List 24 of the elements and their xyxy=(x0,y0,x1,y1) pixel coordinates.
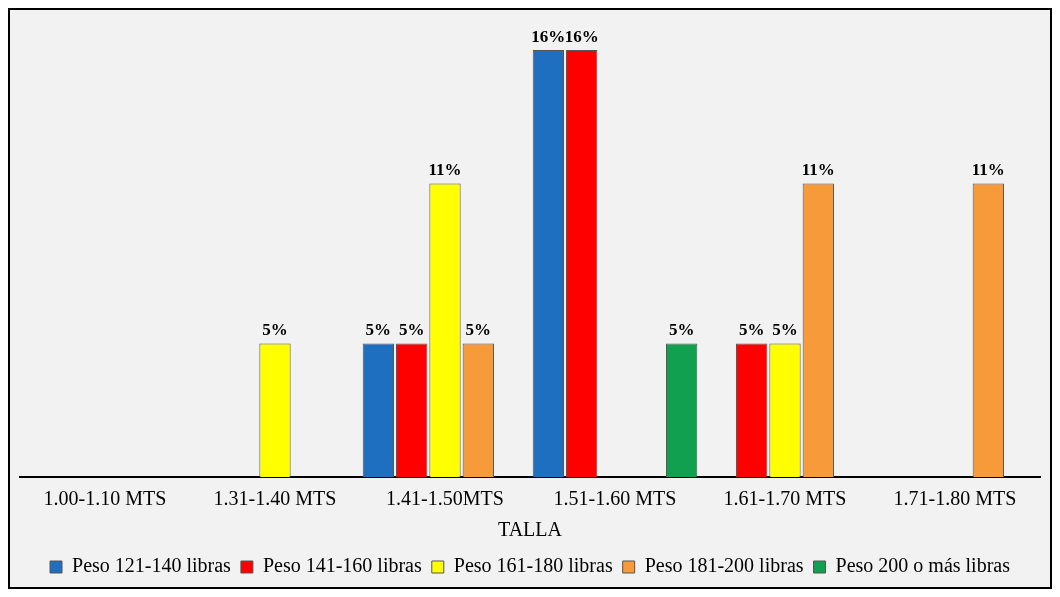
x-tick-label: 1.51-1.60 MTS xyxy=(553,487,677,510)
x-tick-label: 1.41-1.50MTS xyxy=(386,487,504,510)
data-label: 16% xyxy=(564,26,599,46)
data-label: 5% xyxy=(398,320,425,340)
data-label: 11% xyxy=(801,160,835,180)
data-label: 5% xyxy=(738,320,765,340)
x-tick-label: 1.61-1.70 MTS xyxy=(723,487,847,510)
data-label: 11% xyxy=(428,160,462,180)
data-label: 5% xyxy=(668,320,695,340)
legend-label: Peso 141-160 libras xyxy=(262,554,422,577)
legend-label: Peso 121-140 libras xyxy=(72,554,232,577)
legend-label: Peso 200 o más libras xyxy=(835,554,1011,577)
x-axis-title: TALLA xyxy=(498,518,563,541)
data-label: 16% xyxy=(531,26,566,46)
data-label: 5% xyxy=(772,320,798,340)
legend-label: Peso 181-200 libras xyxy=(644,554,804,577)
x-tick-label: 1.71-1.80 MTS xyxy=(893,487,1017,510)
legend-label: Peso 161-180 libras xyxy=(453,554,613,577)
data-label: 11% xyxy=(971,160,1005,180)
x-tick-label: 1.31-1.40 MTS xyxy=(213,487,337,510)
data-label: 5% xyxy=(465,320,492,340)
x-tick-label: 1.00-1.10 MTS xyxy=(43,487,167,510)
data-label: 5% xyxy=(365,320,392,340)
data-label: 5% xyxy=(262,320,288,340)
